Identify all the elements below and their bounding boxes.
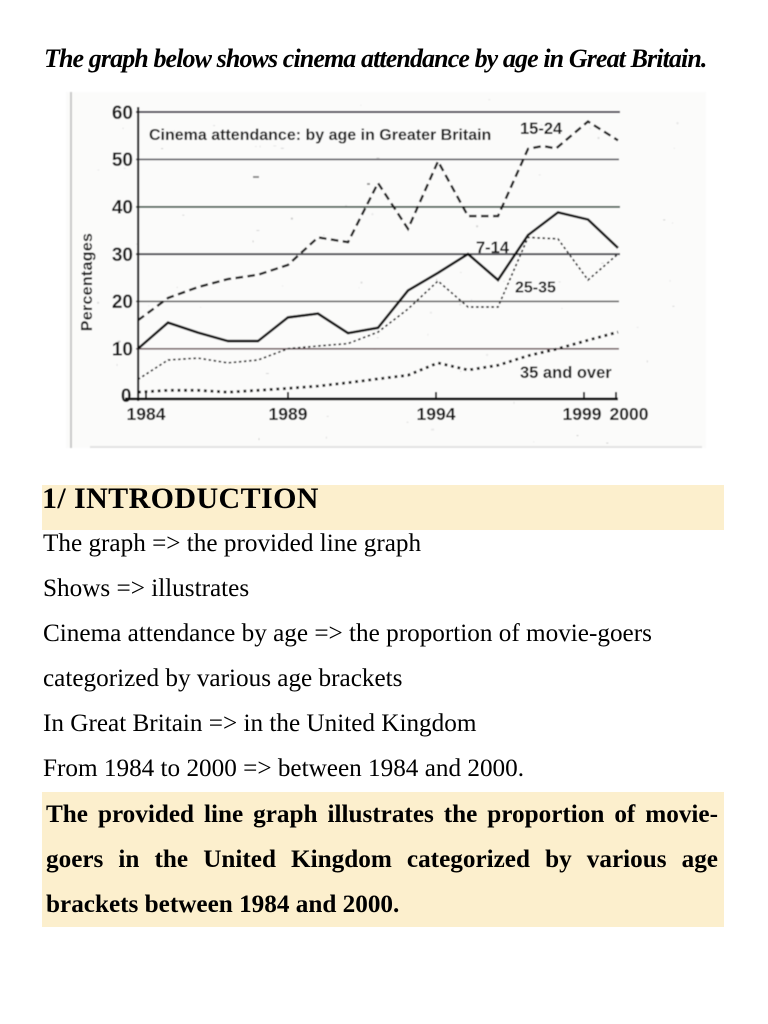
svg-text:50: 50 xyxy=(112,150,133,171)
svg-text:20: 20 xyxy=(112,292,133,313)
svg-text:7-14: 7-14 xyxy=(476,239,510,257)
svg-text:25-35: 25-35 xyxy=(515,280,556,297)
svg-text:1989: 1989 xyxy=(269,404,308,424)
svg-text:35 and over: 35 and over xyxy=(520,364,612,382)
svg-text:30: 30 xyxy=(112,245,133,266)
svg-text:10: 10 xyxy=(112,340,133,361)
svg-text:2000: 2000 xyxy=(610,404,649,424)
svg-text:40: 40 xyxy=(112,198,133,219)
svg-text:60: 60 xyxy=(112,103,133,124)
svg-text:1984: 1984 xyxy=(127,404,166,424)
svg-text:1999: 1999 xyxy=(563,404,602,424)
svg-text:0: 0 xyxy=(121,386,132,407)
svg-text:15-24: 15-24 xyxy=(520,120,563,138)
svg-text:1994: 1994 xyxy=(417,404,456,424)
svg-text:Percentages: Percentages xyxy=(79,233,96,331)
svg-text:Cinema attendance: by age in G: Cinema attendance: by age in Greater Bri… xyxy=(149,127,491,144)
